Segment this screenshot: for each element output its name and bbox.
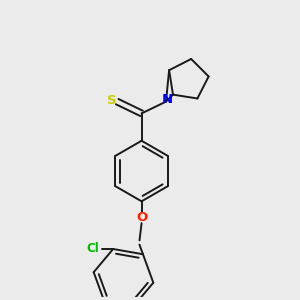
Text: O: O xyxy=(136,211,147,224)
Text: N: N xyxy=(162,93,173,106)
Text: Cl: Cl xyxy=(87,242,99,256)
Text: S: S xyxy=(107,94,117,107)
